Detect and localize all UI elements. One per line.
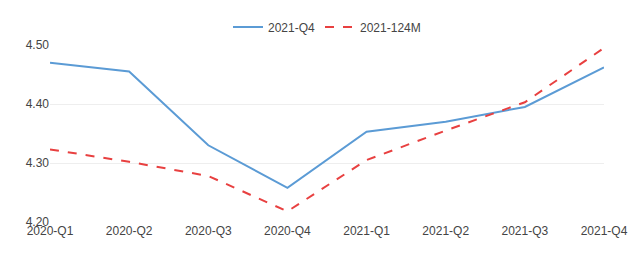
svg-text:2021-124M: 2021-124M <box>360 21 421 35</box>
svg-text:2020-Q1: 2020-Q1 <box>27 224 74 238</box>
svg-text:2021-Q4: 2021-Q4 <box>268 21 315 35</box>
svg-text:2020-Q4: 2020-Q4 <box>264 224 311 238</box>
svg-text:2021-Q4: 2021-Q4 <box>581 224 628 238</box>
svg-text:4.20: 4.20 <box>26 215 50 229</box>
svg-text:2021-Q1: 2021-Q1 <box>343 224 390 238</box>
svg-text:2020-Q2: 2020-Q2 <box>106 224 153 238</box>
svg-text:4.30: 4.30 <box>26 156 50 170</box>
svg-text:2021-Q2: 2021-Q2 <box>422 224 469 238</box>
svg-text:2020-Q3: 2020-Q3 <box>185 224 232 238</box>
svg-text:4.50: 4.50 <box>26 38 50 52</box>
svg-text:4.40: 4.40 <box>26 97 50 111</box>
svg-text:2021-Q3: 2021-Q3 <box>502 224 549 238</box>
